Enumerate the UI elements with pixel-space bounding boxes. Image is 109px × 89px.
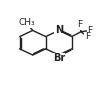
Text: Br: Br xyxy=(53,53,65,63)
Text: F: F xyxy=(85,32,90,41)
Text: CH₃: CH₃ xyxy=(19,18,36,27)
Text: F: F xyxy=(77,20,83,29)
Text: F: F xyxy=(87,26,92,35)
Text: N: N xyxy=(55,25,63,35)
